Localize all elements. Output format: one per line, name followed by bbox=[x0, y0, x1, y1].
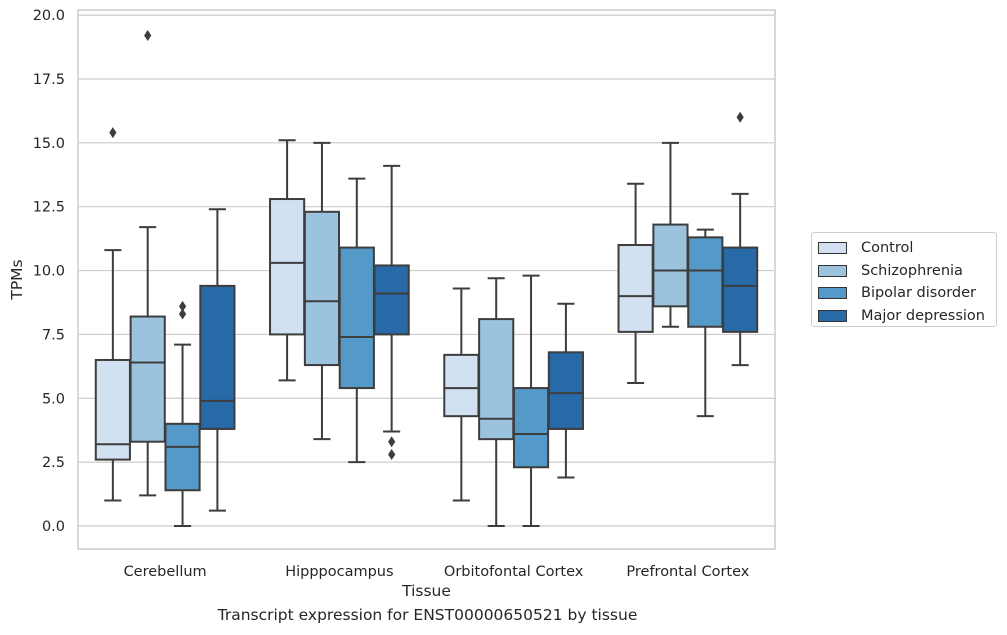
box-bipolar-disorder-hipppocampus bbox=[338, 246, 375, 390]
x-tick-label-hipppocampus: Hipppocampus bbox=[285, 564, 393, 580]
y-tick-label: 17.5 bbox=[33, 72, 65, 88]
box-control-orbitofontal-cortex bbox=[443, 353, 480, 418]
outlier-schizophrenia-cerebellum bbox=[144, 30, 152, 42]
legend-item-control: Control bbox=[818, 237, 996, 260]
legend-label-bipolar-disorder: Bipolar disorder bbox=[861, 285, 976, 302]
box-bipolar-disorder-prefrontal-cortex bbox=[687, 236, 724, 328]
legend-swatch-major-depression bbox=[818, 309, 847, 322]
y-tick-label: 7.5 bbox=[42, 327, 65, 343]
box-schizophrenia-prefrontal-cortex bbox=[652, 223, 689, 308]
box-schizophrenia-cerebellum bbox=[129, 315, 166, 443]
chart-legend: Control Schizophrenia Bipolar disorder M… bbox=[811, 232, 997, 327]
plot-frame bbox=[77, 9, 776, 550]
outlier-bipolar-disorder-cerebellum bbox=[178, 300, 187, 312]
legend-label-control: Control bbox=[861, 240, 914, 257]
legend-swatch-schizophrenia bbox=[818, 264, 847, 277]
legend-item-bipolar-disorder: Bipolar disorder bbox=[818, 282, 996, 305]
box-bipolar-disorder-cerebellum bbox=[164, 422, 201, 492]
y-tick-label: 0.0 bbox=[42, 519, 65, 535]
legend-swatch-bipolar-disorder bbox=[818, 287, 847, 300]
x-tick-label-orbitofontal-cortex: Orbitofontal Cortex bbox=[444, 564, 584, 580]
box-major-depression-hipppocampus bbox=[373, 264, 410, 336]
box-bipolar-disorder-orbitofontal-cortex bbox=[512, 387, 550, 469]
chart-caption: Transcript expression for ENST0000065052… bbox=[217, 606, 638, 624]
box-control-prefrontal-cortex bbox=[617, 244, 654, 333]
box-major-depression-cerebellum bbox=[199, 284, 236, 430]
legend-swatch-control bbox=[818, 242, 847, 255]
box-schizophrenia-orbitofontal-cortex bbox=[478, 318, 515, 441]
y-tick-label: 10.0 bbox=[33, 264, 65, 280]
y-axis-label: TPMs bbox=[8, 259, 26, 300]
outlier-control-cerebellum bbox=[109, 127, 117, 139]
box-schizophrenia-hipppocampus bbox=[303, 210, 341, 367]
legend-label-major-depression: Major depression bbox=[861, 307, 985, 324]
box-control-hipppocampus bbox=[269, 198, 306, 336]
x-tick-label-prefrontal-cortex: Prefrontal Cortex bbox=[626, 564, 749, 580]
y-tick-label: 12.5 bbox=[33, 200, 65, 216]
x-axis-label: Tissue bbox=[401, 582, 451, 600]
box-major-depression-orbitofontal-cortex bbox=[547, 351, 584, 430]
y-tick-label: 20.0 bbox=[33, 8, 65, 24]
outlier-bipolar-disorder-cerebellum bbox=[178, 308, 187, 320]
legend-item-schizophrenia: Schizophrenia bbox=[818, 260, 996, 283]
box-major-depression-prefrontal-cortex bbox=[722, 246, 759, 333]
box-control-cerebellum bbox=[94, 358, 131, 461]
y-tick-label: 2.5 bbox=[42, 455, 65, 471]
x-tick-label-cerebellum: Cerebellum bbox=[124, 564, 207, 580]
legend-label-schizophrenia: Schizophrenia bbox=[861, 262, 963, 279]
legend-item-major-depression: Major depression bbox=[818, 305, 996, 328]
y-tick-label: 5.0 bbox=[42, 391, 65, 407]
outlier-major-depression-prefrontal-cortex bbox=[736, 111, 744, 123]
outlier-major-depression-hipppocampus bbox=[388, 436, 396, 448]
outlier-major-depression-hipppocampus bbox=[388, 448, 396, 460]
y-tick-label: 15.0 bbox=[33, 136, 65, 152]
